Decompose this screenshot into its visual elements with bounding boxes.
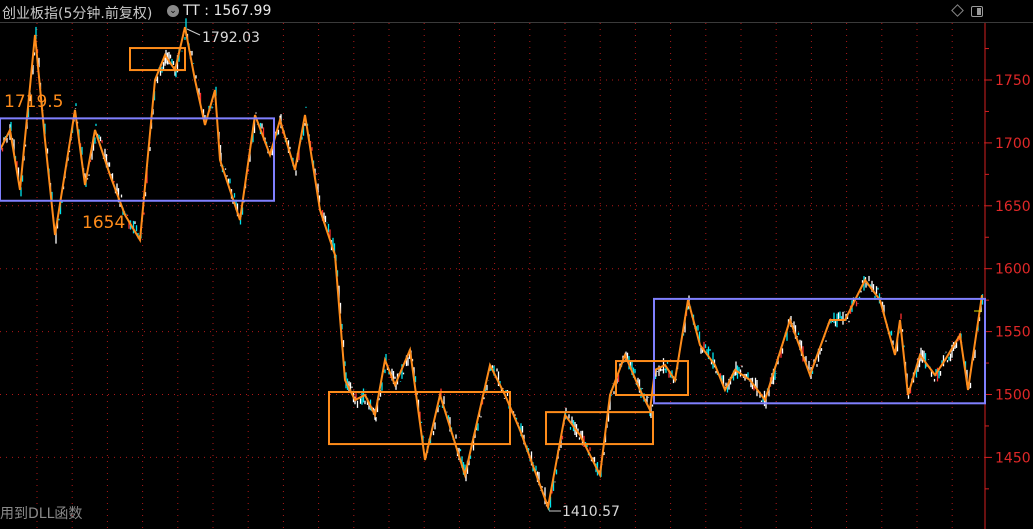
high-pointer — [186, 28, 201, 36]
chevron-down-circle-icon[interactable]: ⌄ — [167, 5, 179, 17]
range-bottom-label: 1654 — [82, 213, 125, 233]
y-tick-label: 1450 — [995, 450, 1031, 466]
chart-title: 创业板指(5分钟.前复权) — [2, 6, 153, 22]
y-tick-label: 1700 — [995, 136, 1031, 152]
y-tick-label: 1500 — [995, 388, 1031, 404]
zigzag-line — [0, 26, 983, 511]
dll-status-text: 用到DLL函数 — [0, 506, 83, 522]
swing-box — [545, 411, 654, 446]
y-tick-label: 1750 — [995, 73, 1031, 89]
high-price-label: 1792.03 — [202, 30, 260, 46]
tt-indicator-value: TT : 1567.99 — [183, 3, 272, 19]
range-box — [0, 117, 275, 202]
panel-toggle-icon[interactable] — [971, 6, 983, 17]
swing-box — [129, 47, 186, 72]
y-tick-label: 1600 — [995, 262, 1031, 278]
swing-box — [328, 390, 511, 446]
range-top-label: 1719.5 — [4, 92, 63, 112]
swing-box — [615, 360, 689, 397]
y-tick-label: 1550 — [995, 325, 1031, 341]
range-box — [653, 297, 986, 405]
chart-header: 创业板指(5分钟.前复权) ⌄ TT : 1567.99 — [0, 0, 1033, 23]
y-tick-label: 1650 — [995, 199, 1031, 215]
low-price-label: 1410.57 — [562, 504, 620, 520]
